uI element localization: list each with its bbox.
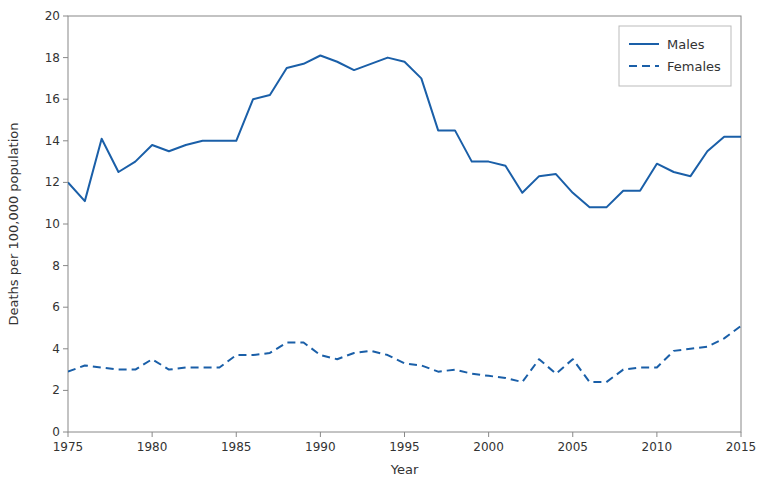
y-tick-label: 0 <box>52 425 60 439</box>
x-tick <box>236 432 237 437</box>
lines <box>68 56 741 383</box>
legend-swatch <box>629 65 659 67</box>
legend-label: Females <box>667 59 721 74</box>
x-tick-label: 2000 <box>473 440 504 454</box>
x-tick-label: 1975 <box>53 440 84 454</box>
y-tick <box>63 432 68 433</box>
x-tick <box>741 432 742 437</box>
legend-label: Males <box>667 37 705 52</box>
x-tick <box>152 432 153 437</box>
y-axis-label: Deaths per 100,000 population <box>6 122 21 325</box>
x-tick-label: 1995 <box>389 440 420 454</box>
y-tick-label: 14 <box>45 134 60 148</box>
x-axis-label: Year <box>390 462 419 477</box>
y-tick-label: 20 <box>45 9 60 23</box>
y-tick-label: 10 <box>45 217 60 231</box>
legend-swatch <box>629 43 659 45</box>
legend: Males Females <box>619 26 731 86</box>
y-tick-label: 6 <box>52 300 60 314</box>
x-tick <box>68 432 69 437</box>
y-tick <box>63 140 68 141</box>
axes: 1975198019851990199520002005201020150246… <box>45 9 757 454</box>
y-tick <box>63 57 68 58</box>
y-tick-label: 4 <box>52 342 60 356</box>
y-tick-label: 8 <box>52 259 60 273</box>
y-tick-label: 18 <box>45 51 60 65</box>
y-tick <box>63 390 68 391</box>
x-tick <box>488 432 489 437</box>
series-line <box>68 326 741 382</box>
x-tick-label: 1990 <box>305 440 336 454</box>
x-tick <box>572 432 573 437</box>
y-tick <box>63 224 68 225</box>
x-tick-label: 2005 <box>557 440 588 454</box>
y-tick <box>63 265 68 266</box>
x-tick-label: 2015 <box>726 440 757 454</box>
x-tick-label: 1985 <box>221 440 252 454</box>
y-tick <box>63 307 68 308</box>
y-tick <box>63 99 68 100</box>
y-tick-label: 12 <box>45 175 60 189</box>
y-tick-label: 16 <box>45 92 60 106</box>
y-tick <box>63 182 68 183</box>
plot-frame <box>68 16 741 432</box>
x-tick <box>404 432 405 437</box>
y-tick <box>63 16 68 17</box>
x-tick <box>656 432 657 437</box>
chart: 1975198019851990199520002005201020150246… <box>0 0 759 484</box>
y-tick <box>63 348 68 349</box>
x-tick <box>320 432 321 437</box>
y-tick-label: 2 <box>52 383 60 397</box>
legend-box <box>619 26 731 86</box>
x-tick-label: 1980 <box>137 440 168 454</box>
x-tick-label: 2010 <box>642 440 673 454</box>
